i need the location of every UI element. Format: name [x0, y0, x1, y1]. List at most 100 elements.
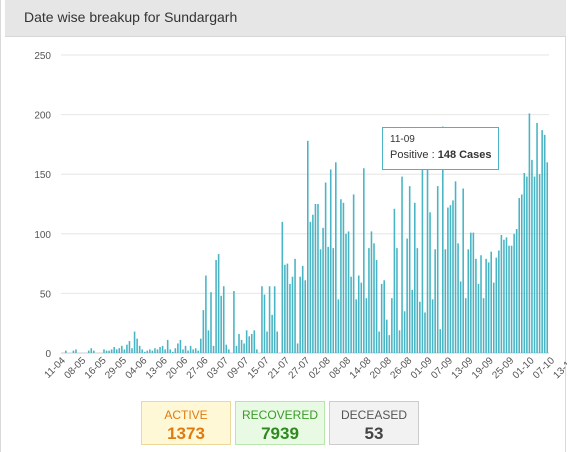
bar[interactable]: [546, 162, 549, 353]
bar[interactable]: [383, 280, 385, 353]
bar[interactable]: [284, 264, 286, 353]
bar[interactable]: [87, 350, 90, 353]
bar[interactable]: [391, 298, 393, 353]
bar[interactable]: [470, 232, 472, 353]
bar[interactable]: [291, 276, 294, 353]
bar[interactable]: [365, 298, 368, 353]
bar[interactable]: [495, 257, 498, 353]
bar[interactable]: [345, 233, 347, 353]
bar[interactable]: [457, 243, 459, 353]
bar[interactable]: [380, 283, 383, 353]
bar[interactable]: [352, 194, 355, 353]
bar[interactable]: [518, 198, 521, 353]
bar[interactable]: [225, 344, 228, 353]
bar[interactable]: [332, 248, 335, 353]
bar[interactable]: [403, 311, 406, 353]
bar[interactable]: [342, 202, 345, 353]
bar[interactable]: [424, 312, 426, 353]
bar[interactable]: [388, 335, 391, 353]
bar[interactable]: [228, 349, 230, 353]
bar[interactable]: [314, 204, 317, 353]
bar[interactable]: [276, 331, 279, 353]
bar[interactable]: [207, 330, 210, 353]
bar[interactable]: [301, 265, 304, 353]
bar[interactable]: [253, 330, 256, 353]
bar[interactable]: [505, 237, 508, 353]
bar[interactable]: [151, 350, 154, 353]
bar[interactable]: [523, 173, 526, 353]
bar[interactable]: [174, 348, 177, 353]
bar[interactable]: [536, 122, 538, 353]
bar[interactable]: [105, 350, 108, 353]
bar[interactable]: [340, 199, 342, 353]
bar[interactable]: [143, 351, 146, 353]
bar[interactable]: [477, 283, 480, 353]
bar[interactable]: [510, 245, 513, 353]
bar[interactable]: [72, 350, 75, 353]
bar[interactable]: [449, 205, 452, 353]
bar[interactable]: [416, 248, 419, 353]
bar[interactable]: [171, 351, 174, 353]
bar[interactable]: [205, 275, 207, 353]
bar[interactable]: [363, 168, 365, 353]
bar[interactable]: [472, 232, 475, 353]
bar[interactable]: [128, 341, 131, 353]
bar[interactable]: [93, 350, 95, 353]
bar[interactable]: [192, 349, 194, 353]
bar[interactable]: [487, 262, 490, 353]
bar[interactable]: [347, 231, 350, 353]
bar[interactable]: [200, 338, 202, 353]
bar[interactable]: [508, 245, 510, 353]
bar[interactable]: [294, 258, 296, 353]
bar[interactable]: [543, 134, 546, 353]
bar[interactable]: [406, 238, 408, 353]
bar[interactable]: [133, 331, 136, 353]
bar[interactable]: [533, 176, 536, 353]
bar[interactable]: [146, 350, 149, 353]
bar[interactable]: [243, 343, 245, 353]
bar[interactable]: [194, 348, 197, 353]
bar[interactable]: [526, 176, 528, 353]
bar[interactable]: [184, 345, 187, 353]
bar[interactable]: [110, 349, 113, 353]
bar[interactable]: [464, 298, 467, 353]
bar[interactable]: [154, 348, 156, 353]
bar[interactable]: [419, 301, 421, 353]
bar[interactable]: [335, 162, 337, 353]
bar[interactable]: [156, 349, 159, 353]
bar[interactable]: [317, 204, 319, 353]
bar[interactable]: [452, 200, 454, 353]
bar[interactable]: [296, 343, 299, 353]
bar[interactable]: [482, 298, 485, 353]
bar[interactable]: [500, 234, 503, 353]
bar[interactable]: [235, 345, 238, 353]
bar[interactable]: [220, 295, 222, 353]
bar[interactable]: [541, 130, 543, 353]
bar[interactable]: [215, 260, 217, 353]
bar[interactable]: [161, 345, 164, 353]
bar[interactable]: [210, 292, 212, 353]
bar[interactable]: [408, 186, 411, 353]
bar[interactable]: [459, 281, 462, 353]
bar[interactable]: [304, 280, 307, 353]
bar[interactable]: [515, 229, 518, 353]
bar[interactable]: [337, 299, 340, 353]
bar[interactable]: [240, 339, 243, 353]
bar[interactable]: [131, 348, 133, 353]
bar[interactable]: [360, 282, 363, 353]
bar[interactable]: [271, 314, 273, 353]
bar[interactable]: [434, 249, 436, 353]
bar[interactable]: [531, 159, 533, 353]
bar[interactable]: [426, 168, 429, 353]
bar[interactable]: [413, 202, 416, 353]
bar[interactable]: [202, 310, 205, 353]
bar[interactable]: [182, 349, 184, 353]
bar[interactable]: [177, 343, 179, 353]
bar[interactable]: [490, 251, 492, 353]
bar[interactable]: [138, 345, 141, 353]
bar[interactable]: [159, 347, 161, 353]
bar[interactable]: [118, 348, 121, 353]
bar[interactable]: [370, 231, 373, 353]
bar[interactable]: [373, 243, 375, 353]
bar[interactable]: [431, 299, 434, 353]
